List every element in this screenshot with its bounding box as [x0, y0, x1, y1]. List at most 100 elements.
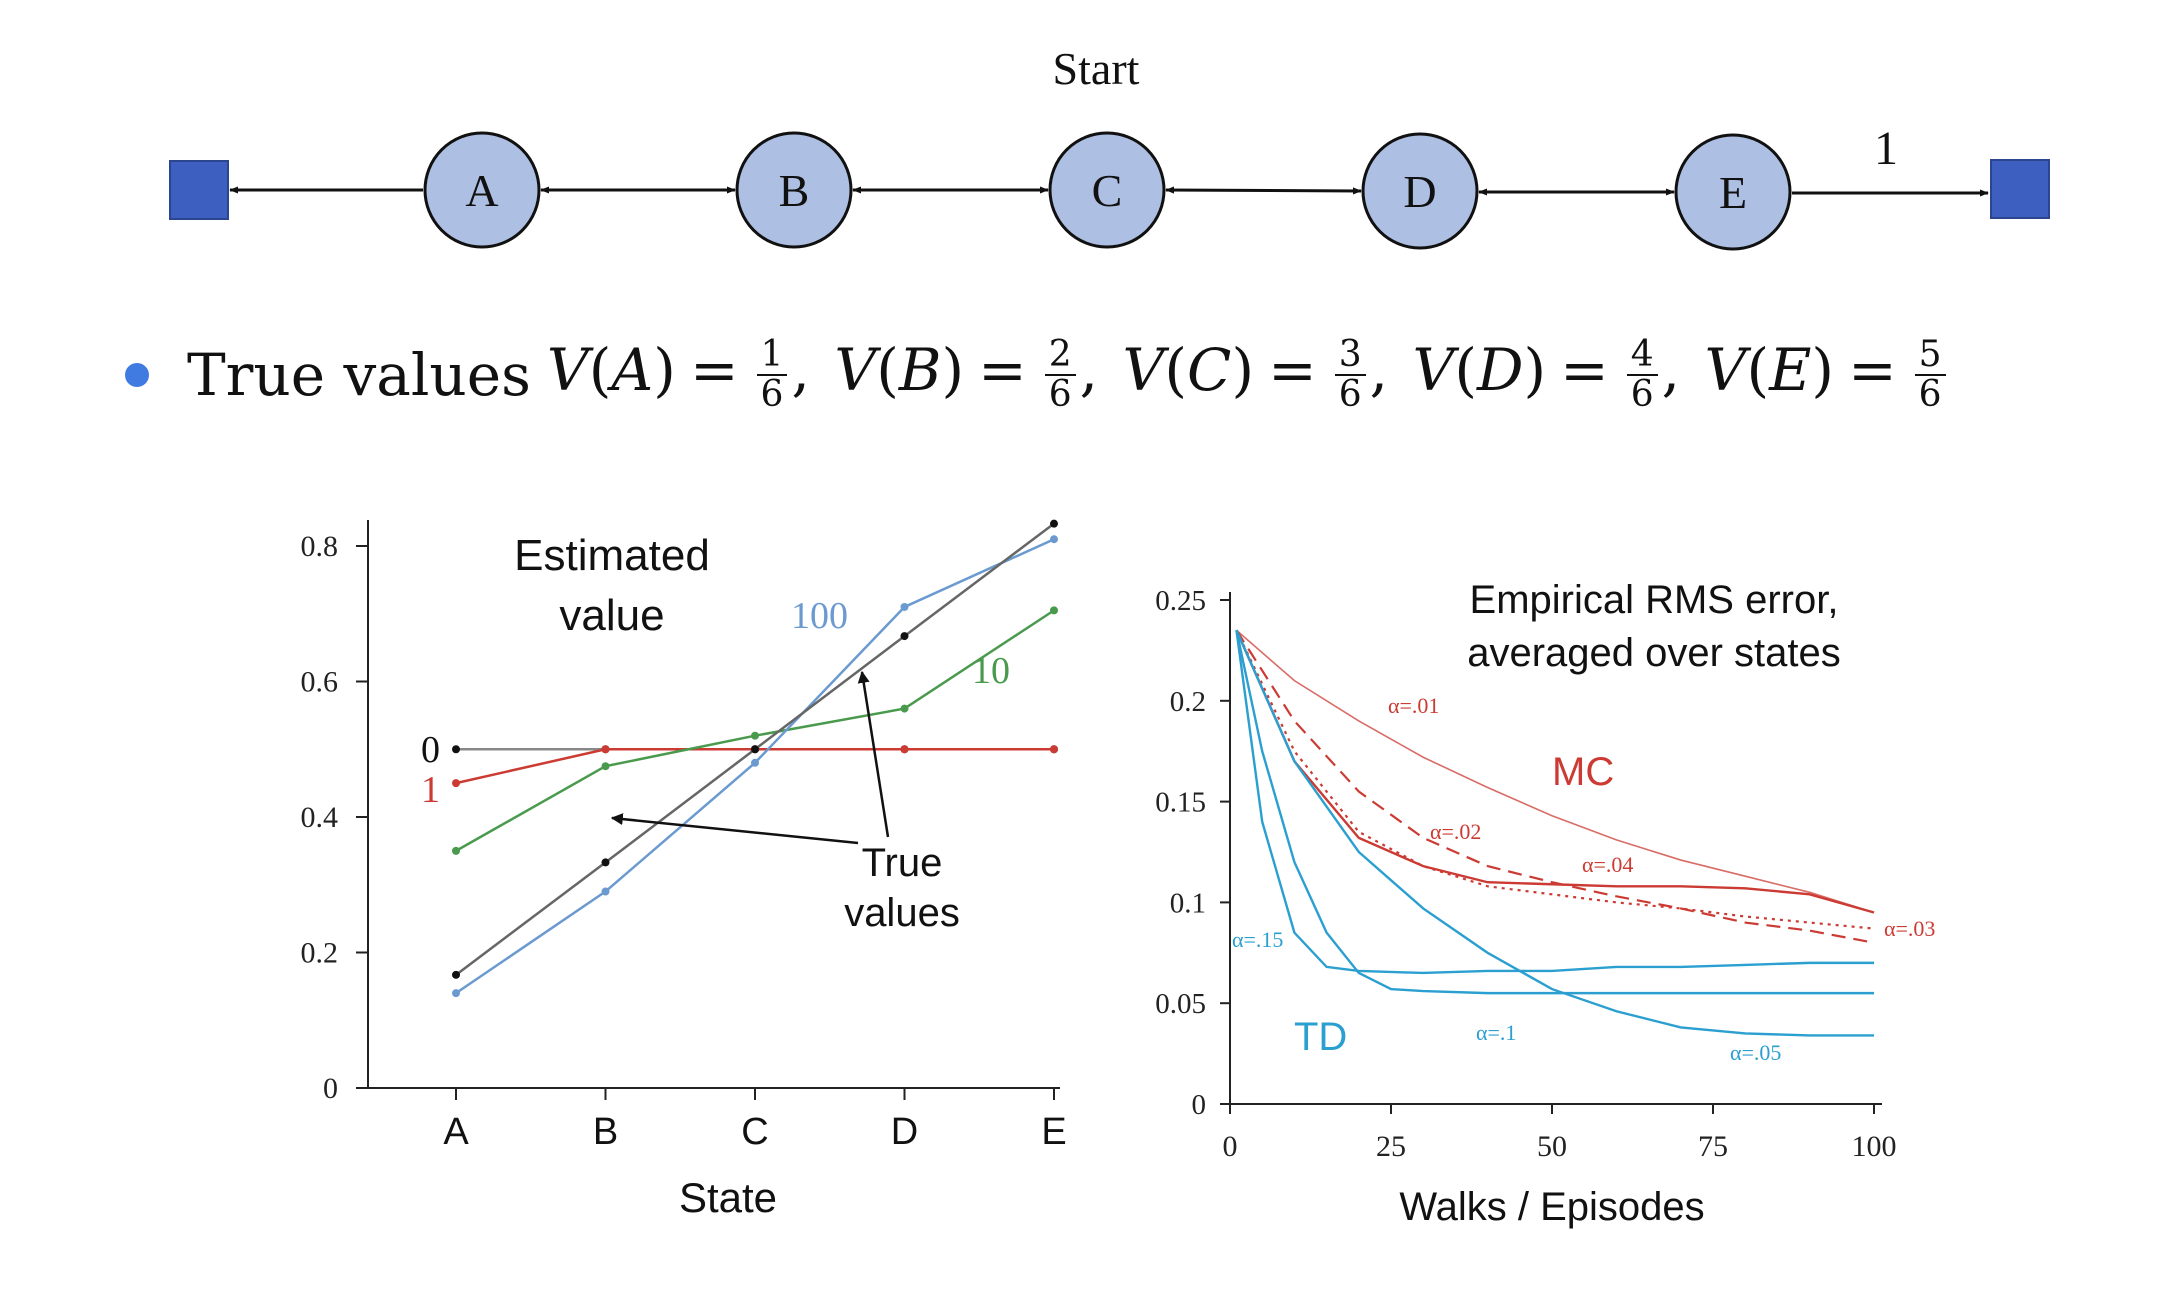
data-point	[601, 887, 610, 896]
y-tick-label: 0.15	[1155, 787, 1206, 819]
state-label-e: E	[1719, 167, 1747, 218]
annotation-arrow-b	[610, 813, 859, 845]
series-line-α=.15	[1235, 630, 1874, 975]
x-tick-label: 75	[1698, 1130, 1728, 1163]
group-label-td: TD	[1294, 1015, 1347, 1059]
x-tick-label: 25	[1376, 1130, 1406, 1163]
true-value-a: V(A) = 1 6,	[546, 334, 829, 416]
y-tick-label: 0.05	[1155, 988, 1206, 1020]
y-tick-label: 0.2	[301, 937, 339, 970]
x-tick-label: 0	[1223, 1130, 1238, 1163]
state-node-e	[1674, 133, 1792, 251]
y-tick-label: 0.4	[301, 801, 339, 834]
data-point	[751, 731, 759, 740]
series-label-α=.04: α=.04	[1582, 852, 1633, 877]
fraction-denominator: 6	[1048, 374, 1072, 416]
fraction-numerator: 4	[1626, 336, 1658, 377]
annotation-line1: True	[862, 841, 943, 885]
y-tick-label: 0.2	[1170, 686, 1206, 718]
x-tick-label: 50	[1537, 1130, 1567, 1163]
state-label-d: D	[1403, 166, 1436, 217]
series-line-α=.04	[1235, 629, 1875, 914]
random-walk-diagram: Start 1 A B C D E	[169, 43, 2050, 251]
x-tick-label: B	[593, 1111, 618, 1153]
series-line-α=.02	[1235, 629, 1875, 944]
y-tick-label: 0.25	[1155, 585, 1206, 617]
series-label-α=.1: α=.1	[1476, 1020, 1516, 1045]
data-point	[1050, 535, 1058, 544]
true-values-prefix: True values	[187, 341, 531, 409]
data-point	[751, 758, 759, 767]
bullet-icon	[125, 363, 149, 387]
fraction-numerator: 1	[756, 336, 788, 377]
series-label-α=.15: α=.15	[1232, 927, 1283, 952]
data-point	[452, 970, 460, 979]
data-point	[601, 762, 610, 771]
chart-title-line1: Empirical RMS error,	[1470, 578, 1839, 622]
data-point	[452, 989, 460, 998]
series-line-α=.03	[1235, 629, 1875, 930]
series-line-α=.01	[1235, 629, 1875, 914]
annotation-line2: values	[844, 891, 960, 935]
annotation-arrow-d	[857, 670, 890, 838]
estimated-value-chart: 00.20.40.60.8A B C D EStateEstimatedvalue011…	[301, 519, 1067, 1221]
data-point	[601, 858, 610, 867]
fraction-numerator: 3	[1334, 336, 1366, 377]
series-label-α=.02: α=.02	[1430, 819, 1481, 844]
x-tick-label: D	[891, 1111, 918, 1153]
fraction-numerator: 5	[1914, 336, 1946, 377]
data-point	[1050, 606, 1058, 615]
x-tick-label: E	[1041, 1111, 1066, 1153]
state-node-c	[1048, 131, 1166, 249]
data-point	[452, 779, 460, 788]
series-label-1: 1	[421, 769, 440, 811]
series-label-α=.03: α=.03	[1884, 916, 1935, 941]
fraction-denominator: 6	[1338, 374, 1362, 416]
data-point	[900, 704, 909, 713]
start-label: Start	[1053, 43, 1140, 94]
y-tick-label: 0.6	[301, 666, 339, 699]
y-tick-label: 0	[323, 1072, 338, 1105]
series-label-10: 10	[972, 650, 1010, 692]
x-tick-label: 100	[1852, 1130, 1897, 1163]
data-point	[452, 846, 460, 855]
x-axis-title: State	[679, 1174, 777, 1221]
x-tick-label: C	[741, 1111, 768, 1153]
data-point	[900, 745, 909, 754]
chart-title-line1: Estimated	[514, 531, 710, 580]
series-line-α=.1	[1235, 629, 1874, 995]
y-tick-label: 0	[1192, 1089, 1207, 1121]
state-label-b: B	[779, 165, 810, 216]
y-tick-label: 0.8	[301, 530, 339, 563]
data-point	[900, 602, 909, 611]
fraction-denominator: 6	[1918, 374, 1942, 416]
true-value-b: V(B) = 2 6,	[834, 334, 1117, 416]
data-point	[1050, 519, 1058, 528]
edge-c-d	[1165, 186, 1362, 195]
fraction-denominator: 6	[1630, 374, 1654, 416]
chart-title-line2: value	[559, 591, 664, 640]
left-terminal	[169, 160, 229, 220]
x-axis-title: Walks / Episodes	[1399, 1185, 1704, 1229]
series-label-α=.05: α=.05	[1730, 1040, 1781, 1065]
series-label-α=.01: α=.01	[1388, 693, 1439, 718]
fraction-denominator: 6	[760, 374, 784, 416]
state-node-b	[735, 131, 853, 249]
true-value-e: V(E) = 5 6	[1705, 336, 1950, 413]
state-label-a: A	[465, 165, 498, 216]
rms-error-chart: 0 0.05 0.1 0.15 0.2 0.25 0 25 50 75 100 Walks / Epi…	[1155, 578, 1935, 1229]
chart-title-line2: averaged over states	[1467, 631, 1841, 675]
reward-label: 1	[1874, 122, 1898, 175]
data-point	[452, 745, 460, 754]
state-label-c: C	[1092, 165, 1123, 216]
group-label-mc: MC	[1552, 750, 1614, 794]
true-value-c: V(C) = 3 6,	[1122, 334, 1407, 416]
series-label-0: 0	[421, 729, 440, 771]
y-tick-label: 0.1	[1170, 887, 1206, 919]
series-line-10	[455, 609, 1055, 852]
state-node-d	[1361, 132, 1479, 250]
data-point	[601, 745, 610, 754]
true-values-line: True values V(A) = 1 6, V(B) = 2 6, V(C) = 3 6, V…	[125, 330, 2115, 420]
true-value-d: V(D) = 4 6,	[1412, 334, 1699, 416]
data-point	[751, 745, 759, 754]
